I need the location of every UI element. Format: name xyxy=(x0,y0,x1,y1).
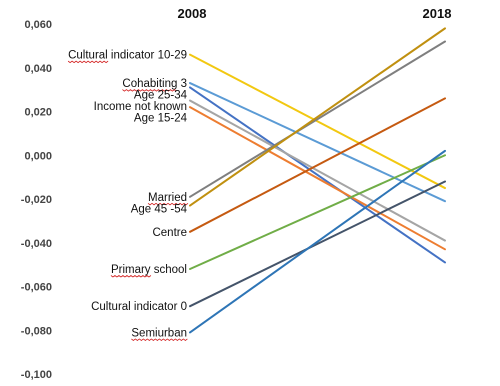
y-tick-label: -0,040 xyxy=(21,238,52,250)
series-line xyxy=(189,27,446,207)
series-line xyxy=(189,180,446,308)
series-label: Age 15-24 xyxy=(134,113,188,125)
y-tick-label: 0,000 xyxy=(24,150,52,162)
series-label: Age 25-34 xyxy=(134,90,188,102)
series-line xyxy=(189,154,446,270)
y-tick-label: 0,060 xyxy=(24,19,52,31)
spellcheck-squiggle xyxy=(131,338,188,341)
series-line xyxy=(189,106,446,251)
series-line xyxy=(189,82,446,203)
series-label: Married xyxy=(148,192,187,204)
series-label: Cultural indicator 0 xyxy=(91,301,187,313)
series-label: Cohabiting 3 xyxy=(122,78,187,90)
x-label-2008: 2008 xyxy=(178,6,207,21)
series-label: Age 45 -54 xyxy=(131,203,188,215)
series-lines xyxy=(189,27,446,334)
spellcheck-squiggle xyxy=(147,202,189,206)
series-line xyxy=(189,53,446,190)
y-tick-label: -0,020 xyxy=(21,194,52,206)
spellcheck-squiggle xyxy=(122,89,177,92)
series-label: Centre xyxy=(152,227,187,239)
series-label: Semiurban xyxy=(131,327,187,339)
series-line xyxy=(189,99,446,242)
series-line xyxy=(189,40,446,198)
y-tick-label: -0,060 xyxy=(21,282,52,294)
y-axis: 0,060 0,040 0,020 0,000 -0,020 -0,040 -0,060 -0… xyxy=(21,19,52,381)
y-tick-label: 0,040 xyxy=(24,63,52,75)
series-line xyxy=(189,86,446,264)
y-tick-label: 0,020 xyxy=(24,107,52,119)
x-label-2018: 2018 xyxy=(423,6,452,21)
series-line xyxy=(189,149,446,334)
series-label: Income not known xyxy=(94,101,187,113)
spellcheck-squiggle xyxy=(110,275,152,278)
y-tick-label: -0,080 xyxy=(21,325,52,337)
y-tick-label: -0,100 xyxy=(21,369,52,381)
spellcheck-squiggle xyxy=(67,60,109,64)
series-line xyxy=(189,97,446,233)
series-label: Primary school xyxy=(111,264,187,276)
series-label: Cultural indicator 10-29 xyxy=(68,50,187,62)
